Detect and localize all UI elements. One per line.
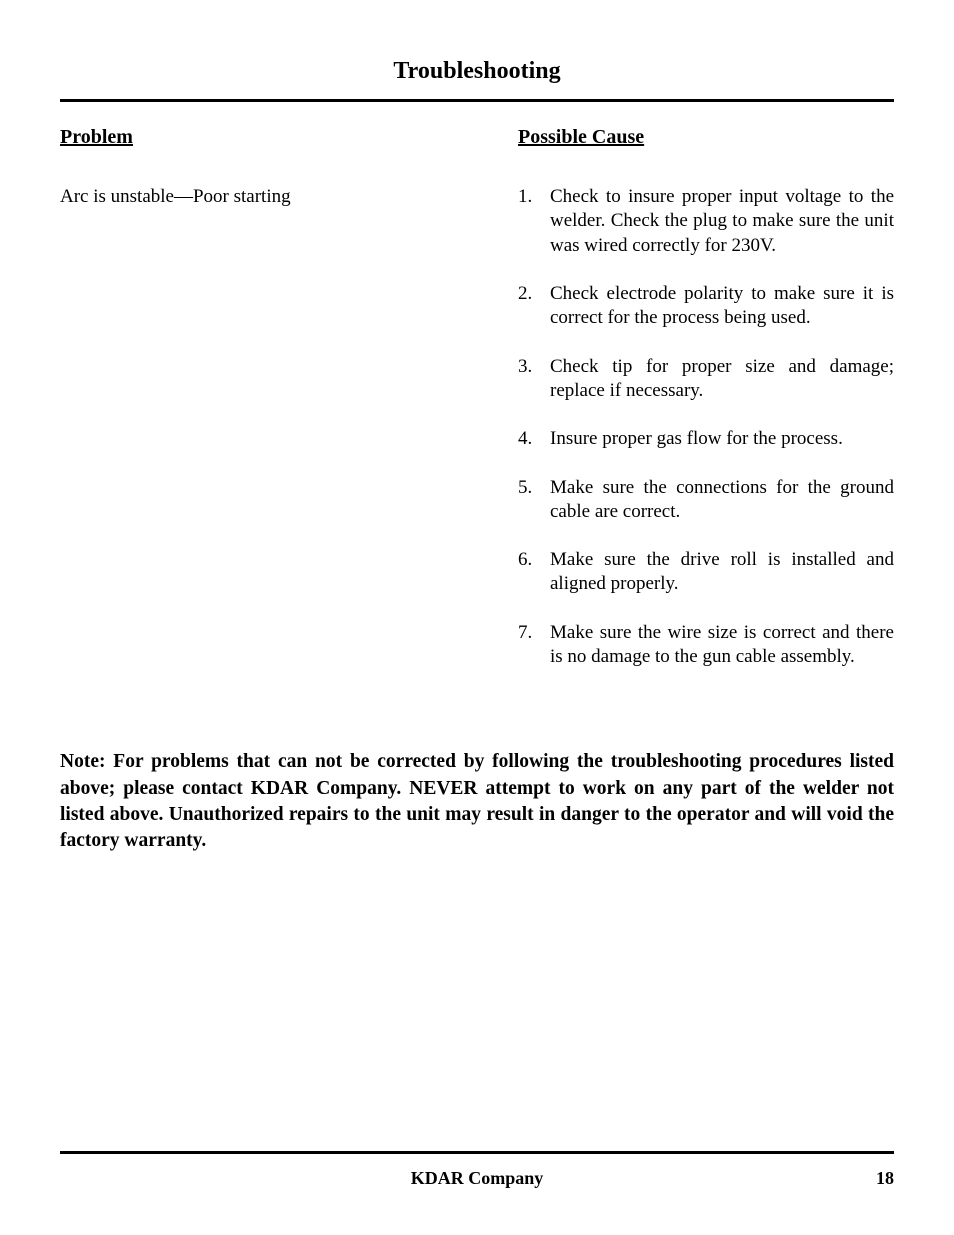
note-paragraph: Note: For problems that can not be corre… [60,749,894,854]
problem-text: Arc is unstable—Poor starting [60,185,498,210]
cause-item: Check electrode polarity to make sure it… [518,282,894,331]
page-footer: KDAR Company 18 [60,1151,894,1189]
cause-item: Make sure the wire size is correct and t… [518,621,894,670]
horizontal-rule-top [60,99,894,102]
cause-item: Check to insure proper input voltage to … [518,185,894,258]
cause-item: Make sure the drive roll is installed an… [518,548,894,597]
cause-list: Check to insure proper input voltage to … [518,185,894,669]
cause-item: Insure proper gas flow for the process. [518,427,894,451]
problem-column: Problem Arc is unstable—Poor starting [60,126,498,693]
footer-row: KDAR Company 18 [60,1168,894,1189]
cause-item: Make sure the connections for the ground… [518,476,894,525]
content-columns: Problem Arc is unstable—Poor starting Po… [60,126,894,693]
horizontal-rule-bottom [60,1151,894,1154]
footer-page-number: 18 [876,1168,894,1189]
cause-heading: Possible Cause [518,126,894,149]
footer-company: KDAR Company [411,1168,544,1189]
cause-column: Possible Cause Check to insure proper in… [518,126,894,693]
page-title: Troubleshooting [60,58,894,85]
cause-item: Check tip for proper size and damage; re… [518,355,894,404]
problem-heading: Problem [60,126,498,149]
